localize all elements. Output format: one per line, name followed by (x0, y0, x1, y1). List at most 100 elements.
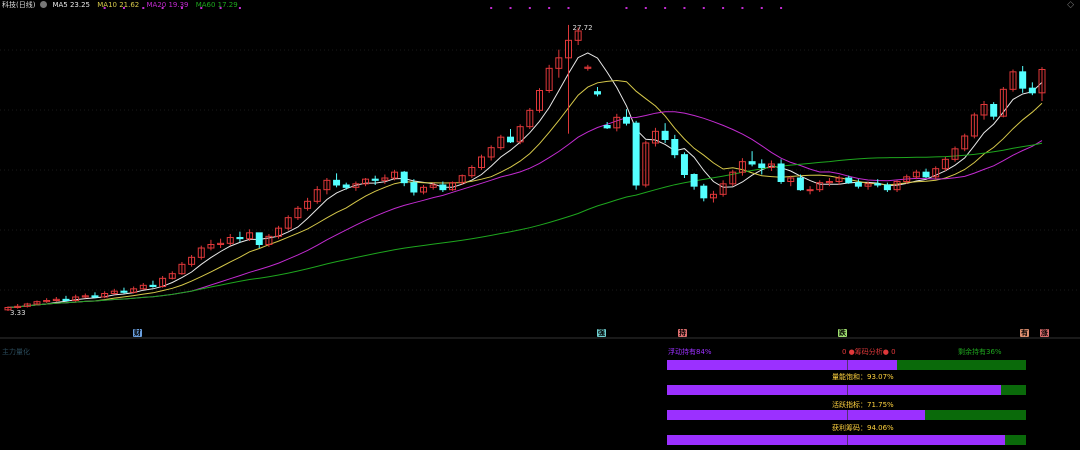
candle-body (304, 200, 312, 209)
candle-body (333, 179, 341, 186)
candle-body (980, 104, 988, 116)
candle-body (410, 182, 418, 193)
kline-chart[interactable]: 27.72 3.33 (0, 0, 1080, 340)
candle-body (468, 167, 476, 177)
candle-body (825, 181, 833, 184)
candle-body (110, 290, 118, 294)
signal-marker: 有 (1020, 329, 1029, 337)
progress-bar-midline (846, 435, 848, 445)
progress-bar-midline (846, 360, 848, 370)
ma60-legend: MA60 17.29 (195, 1, 238, 9)
candle-body (758, 163, 766, 168)
candle-body (671, 139, 679, 156)
bar-label-center: 0 ●筹码分析● 0 (842, 348, 896, 356)
candle-body (990, 104, 998, 117)
candle-body (246, 232, 254, 240)
chart-title: 科技(日线) (2, 1, 36, 9)
candle-body (130, 288, 138, 293)
candle-body (777, 163, 785, 182)
signal-dot (702, 7, 705, 9)
candle-body (313, 189, 321, 202)
candle-body (439, 184, 447, 191)
circle-icon[interactable] (40, 1, 48, 8)
signal-dot (722, 7, 725, 9)
candle-body (323, 179, 331, 191)
dotted-grid (0, 49, 1080, 291)
candle-body (52, 298, 60, 302)
candle-body (1019, 71, 1027, 89)
candle-body (574, 30, 582, 41)
candle-body (43, 300, 51, 303)
candle-body (178, 263, 186, 275)
candle-body (275, 227, 283, 237)
signal-dot (741, 7, 744, 9)
candle-body (787, 177, 795, 182)
signal-dot (683, 7, 686, 9)
ma5-legend: MA5 23.25 (52, 1, 91, 9)
candle-body (1038, 69, 1046, 94)
candle-body (4, 307, 12, 311)
candle-body (516, 126, 524, 143)
moving-average-lines (7, 52, 1043, 308)
candle-body (168, 273, 176, 279)
candle-body (139, 284, 147, 290)
candle-body (951, 148, 959, 160)
candle-body (893, 181, 901, 191)
signal-dot (567, 7, 570, 9)
signal-dot (122, 7, 125, 9)
candle-body (197, 247, 205, 258)
signal-dot (219, 7, 222, 9)
chart-legend: 科技(日线) MA5 23.25 MA10 21.62 MA20 19.39 MA… (2, 0, 243, 10)
candle-body (458, 175, 466, 184)
signal-marker: 强 (597, 329, 606, 337)
candle-body (294, 207, 302, 219)
candle-body (535, 90, 543, 111)
ma-line-ma5 (7, 52, 1043, 308)
candle-body (391, 171, 399, 179)
candle-body (564, 39, 572, 59)
signal-dot (509, 7, 512, 9)
signal-dot (200, 7, 203, 9)
ma10-legend: MA10 21.62 (97, 1, 140, 9)
signal-dot (490, 7, 493, 9)
candle-body (700, 185, 708, 199)
signal-dot (625, 7, 628, 9)
candle-body (400, 171, 408, 184)
signal-marker: 持 (678, 329, 687, 337)
signal-dot (548, 7, 551, 9)
progress-bar-midline (846, 410, 848, 420)
low-price-label: 3.33 (10, 309, 26, 317)
ma20-legend: MA20 19.39 (146, 1, 189, 9)
candle-body (903, 176, 911, 182)
candle-body (874, 183, 882, 186)
signal-dot (644, 7, 647, 9)
candle-body (680, 154, 688, 176)
signal-dots (103, 7, 783, 9)
candle-body (101, 293, 109, 298)
bar-label: 活跃指标：71.75% (832, 401, 894, 409)
candle-body (555, 57, 563, 69)
signal-dot (528, 7, 531, 9)
candle-body (613, 116, 621, 129)
ma-line-ma10 (7, 79, 1043, 308)
settings-icon[interactable]: ◇ (1067, 0, 1074, 10)
candle-body (767, 163, 775, 168)
candle-body (159, 277, 167, 288)
candle-body (845, 177, 853, 184)
candle-body (603, 125, 611, 129)
candle-body (342, 184, 350, 188)
candle-body (912, 171, 920, 178)
candle-body (362, 178, 370, 185)
candle-body (622, 116, 630, 124)
candle-body (478, 156, 486, 168)
bar-label: 量能饱和：93.07% (832, 373, 894, 381)
candle-body (738, 161, 746, 173)
progress-bar-midline (846, 385, 848, 395)
progress-bar-fill (667, 360, 897, 370)
candle-body (661, 130, 669, 140)
progress-bar (667, 385, 1026, 395)
candle-body (420, 186, 428, 193)
candle-body (593, 91, 601, 95)
candle-body (690, 174, 698, 187)
candle-body (352, 183, 360, 188)
